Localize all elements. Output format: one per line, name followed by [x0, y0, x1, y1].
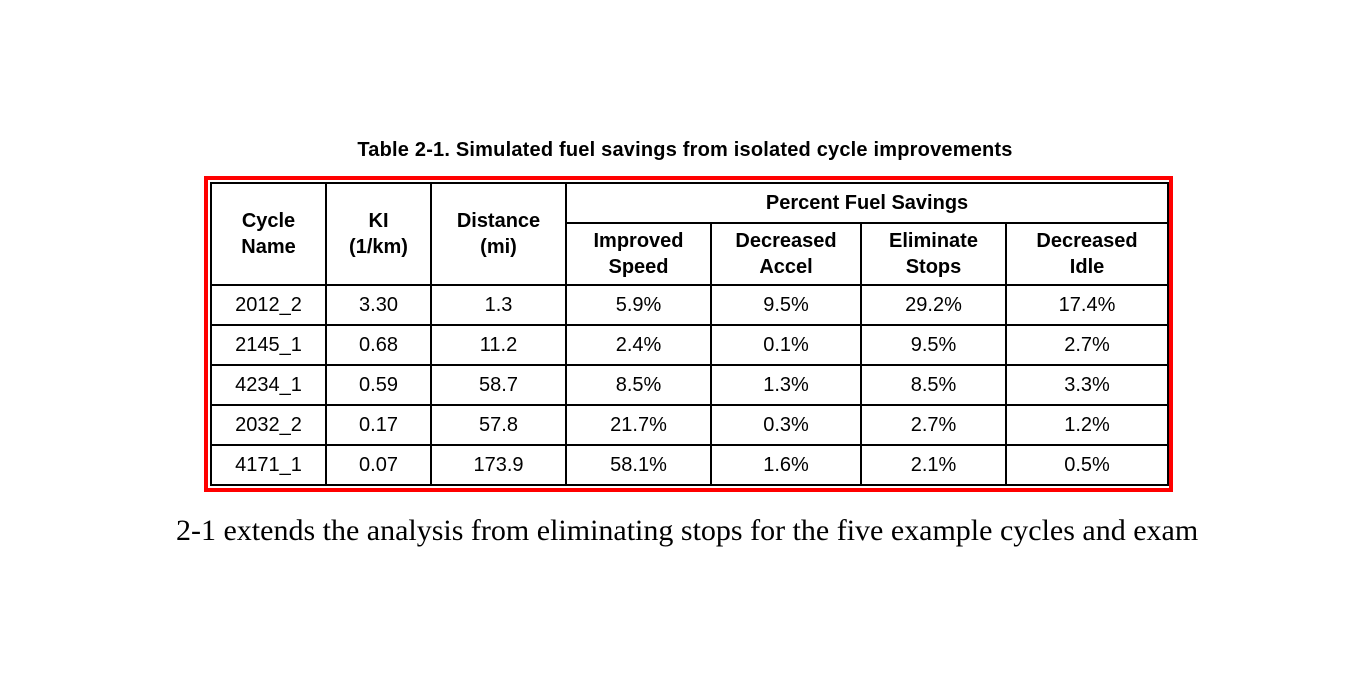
cell-cycle-name: 4234_1: [210, 364, 327, 406]
table-row: 2032_2 0.17 57.8 21.7% 0.3% 2.7% 1.2%: [210, 404, 1170, 446]
cell-improved-speed: 21.7%: [565, 404, 712, 446]
cell-ki: 0.68: [325, 324, 432, 366]
cell-distance: 57.8: [430, 404, 567, 446]
cell-cycle-name: 2032_2: [210, 404, 327, 446]
cell-decreased-idle: 0.5%: [1004, 444, 1170, 486]
cell-improved-speed: 8.5%: [565, 364, 712, 406]
table-row: 4171_1 0.07 173.9 58.1% 1.6% 2.1% 0.5%: [210, 444, 1170, 486]
col-header-ki: KI (1/km): [325, 182, 432, 286]
cell-decreased-accel: 0.3%: [710, 404, 862, 446]
table-row: 4234_1 0.59 58.7 8.5% 1.3% 8.5% 3.3%: [210, 364, 1170, 406]
cell-eliminate-stops: 2.1%: [860, 444, 1007, 486]
table-subheader-row: Improved Speed Decreased Accel Eliminate…: [211, 222, 1170, 286]
cell-decreased-accel: 1.3%: [710, 364, 862, 406]
body-text: 2-1 extends the analysis from eliminatin…: [176, 514, 1199, 547]
table-row: 2145_1 0.68 11.2 2.4% 0.1% 9.5% 2.7%: [210, 324, 1170, 366]
fuel-savings-table: Cycle Name KI (1/km) Distance (mi) Perce…: [210, 182, 1170, 486]
cell-decreased-idle: 3.3%: [1004, 364, 1170, 406]
cell-distance: 173.9: [430, 444, 567, 486]
cell-improved-speed: 58.1%: [565, 444, 712, 486]
col-header-cycle-name: Cycle Name: [210, 182, 327, 286]
cell-decreased-accel: 1.6%: [710, 444, 862, 486]
cell-cycle-name: 4171_1: [210, 444, 327, 486]
cell-cycle-name: 2145_1: [210, 324, 327, 366]
cell-ki: 0.59: [325, 364, 432, 406]
cell-ki: 0.07: [325, 444, 432, 486]
cell-cycle-name: 2012_2: [210, 284, 327, 326]
table-caption: Table 2-1. Simulated fuel savings from i…: [357, 139, 1013, 161]
cell-decreased-idle: 2.7%: [1004, 324, 1170, 366]
table-header-row: Cycle Name KI (1/km) Distance (mi) Perce…: [210, 182, 1170, 286]
cell-ki: 3.30: [325, 284, 432, 326]
cell-ki: 0.17: [325, 404, 432, 446]
table-row: 2012_2 3.30 1.3 5.9% 9.5% 29.2% 17.4%: [210, 284, 1170, 326]
col-group-header-percent-fuel-savings: Percent Fuel Savings: [564, 182, 1170, 224]
col-header-improved-speed: Improved Speed: [565, 222, 712, 286]
cell-eliminate-stops: 29.2%: [860, 284, 1007, 326]
cell-improved-speed: 5.9%: [565, 284, 712, 326]
cell-improved-speed: 2.4%: [565, 324, 712, 366]
cell-eliminate-stops: 2.7%: [860, 404, 1007, 446]
cell-eliminate-stops: 9.5%: [860, 324, 1007, 366]
cell-decreased-idle: 17.4%: [1004, 284, 1170, 326]
cell-distance: 1.3: [430, 284, 567, 326]
col-header-eliminate-stops: Eliminate Stops: [860, 222, 1007, 286]
cell-distance: 58.7: [430, 364, 567, 406]
col-header-decreased-idle: Decreased Idle: [1004, 222, 1170, 286]
col-header-distance: Distance (mi): [430, 182, 567, 286]
cell-decreased-accel: 9.5%: [710, 284, 862, 326]
col-header-decreased-accel: Decreased Accel: [710, 222, 862, 286]
cell-decreased-idle: 1.2%: [1004, 404, 1170, 446]
cell-distance: 11.2: [430, 324, 567, 366]
cell-decreased-accel: 0.1%: [710, 324, 862, 366]
cell-eliminate-stops: 8.5%: [860, 364, 1007, 406]
